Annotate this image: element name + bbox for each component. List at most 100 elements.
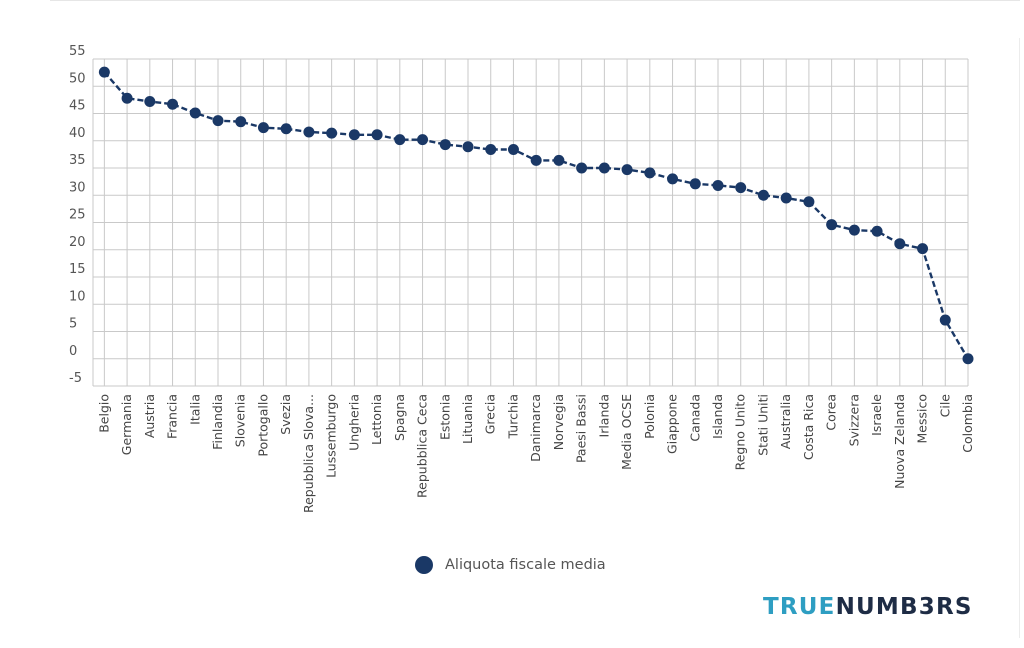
x-tick-label: Nuova Zelanda	[892, 394, 907, 489]
data-point	[803, 196, 815, 208]
data-point	[553, 154, 565, 166]
x-tick-label: Slovenia	[233, 394, 248, 447]
x-tick-label: Messico	[915, 394, 930, 444]
x-tick-label: Australia	[778, 394, 793, 449]
data-point	[644, 167, 656, 179]
data-point	[848, 224, 860, 236]
data-point	[826, 219, 838, 231]
data-point	[667, 173, 679, 185]
x-tick-label: Germania	[119, 394, 134, 455]
x-tick-label: Austria	[142, 394, 157, 438]
x-tick-label: Giappone	[665, 394, 680, 454]
data-point	[485, 143, 497, 155]
data-point	[780, 192, 792, 204]
x-tick-label: Lussemburgo	[324, 394, 339, 478]
data-point	[507, 143, 519, 155]
data-point	[144, 96, 156, 108]
legend-marker	[415, 556, 433, 574]
x-tick-label: Belgio	[96, 394, 111, 433]
x-tick-label: Paesi Bassi	[574, 394, 589, 463]
y-tick-label: 15	[69, 262, 86, 277]
data-point	[598, 162, 610, 174]
x-tick-label: Spagna	[392, 394, 407, 441]
data-point	[871, 225, 883, 237]
legend: Aliquota fiscale media	[415, 556, 606, 574]
x-axis-ticks: Belgio Germania Austria Francia Italia Finlan…	[96, 394, 975, 513]
data-point	[326, 127, 338, 139]
data-point	[712, 179, 724, 191]
y-tick-label: -5	[69, 371, 82, 386]
right-border	[1019, 38, 1020, 638]
x-tick-label: Media OCSE	[619, 394, 634, 470]
x-tick-label: Polonia	[642, 394, 657, 439]
x-tick-label: Lettonia	[369, 394, 384, 445]
x-tick-label: Estonia	[437, 394, 452, 440]
brand-logo-part-2: NUMB3RS	[835, 594, 973, 620]
data-point	[212, 115, 224, 127]
x-tick-label: Portogallo	[255, 394, 270, 457]
brand-logo-part-1: TRUE	[763, 594, 836, 620]
x-tick-label: Lituania	[460, 394, 475, 444]
x-tick-label: Grecia	[483, 394, 498, 434]
x-tick-label: Ungheria	[346, 394, 361, 451]
data-point	[530, 154, 542, 166]
y-tick-label: 55	[69, 44, 86, 59]
brand-logo: TRUENUMB3RS	[763, 594, 973, 620]
x-tick-label: Islanda	[710, 394, 725, 439]
x-tick-label: Danimarca	[528, 394, 543, 462]
data-point	[757, 189, 769, 201]
data-point	[735, 182, 747, 194]
y-tick-label: 40	[69, 126, 86, 141]
y-tick-label: 0	[69, 344, 77, 359]
x-tick-label: Canada	[687, 394, 702, 442]
x-tick-label: Stati Uniti	[755, 394, 770, 456]
data-point	[417, 134, 429, 146]
y-tick-label: 25	[69, 208, 86, 223]
legend-label: Aliquota fiscale media	[445, 557, 606, 573]
y-tick-label: 20	[69, 235, 86, 250]
data-point	[576, 162, 588, 174]
data-point	[303, 126, 315, 138]
x-tick-label: Regno Unito	[733, 394, 748, 470]
y-tick-label: 45	[69, 99, 86, 114]
data-point	[394, 134, 406, 146]
x-tick-label: Repubblica Ceca	[415, 394, 430, 498]
x-tick-label: Corea	[824, 394, 839, 431]
x-tick-label: Colombia	[960, 394, 975, 453]
data-point	[621, 164, 633, 176]
data-point	[348, 129, 360, 141]
series-aliquota	[98, 66, 974, 365]
x-tick-label: Francia	[165, 394, 180, 439]
data-point	[894, 238, 906, 250]
data-point	[235, 116, 247, 128]
x-tick-label: Costa Rica	[801, 394, 816, 460]
data-point	[917, 243, 929, 255]
top-border	[50, 0, 1020, 1]
x-tick-label: Turchia	[505, 394, 520, 439]
data-point	[439, 139, 451, 151]
data-point	[189, 107, 201, 119]
data-point	[962, 353, 974, 365]
x-tick-label: Irlanda	[596, 394, 611, 437]
x-tick-label: Repubblica Slova...	[301, 394, 316, 513]
x-tick-label: Norvegia	[551, 394, 566, 450]
data-point	[689, 178, 701, 190]
data-point	[121, 92, 133, 104]
data-point	[280, 123, 292, 135]
y-tick-label: 10	[69, 289, 86, 304]
chart-grid	[92, 58, 969, 387]
data-point	[939, 314, 951, 326]
x-tick-label: Cile	[937, 394, 952, 418]
x-tick-label: Israele	[869, 394, 884, 436]
x-tick-label: Svizzera	[846, 394, 861, 446]
data-point	[371, 129, 383, 141]
y-tick-label: 35	[69, 153, 86, 168]
data-point	[462, 141, 474, 153]
data-point	[257, 122, 269, 134]
y-tick-label: 5	[69, 317, 77, 332]
x-tick-label: Italia	[187, 394, 202, 425]
x-tick-label: Finlandia	[210, 394, 225, 450]
data-point	[98, 66, 110, 78]
